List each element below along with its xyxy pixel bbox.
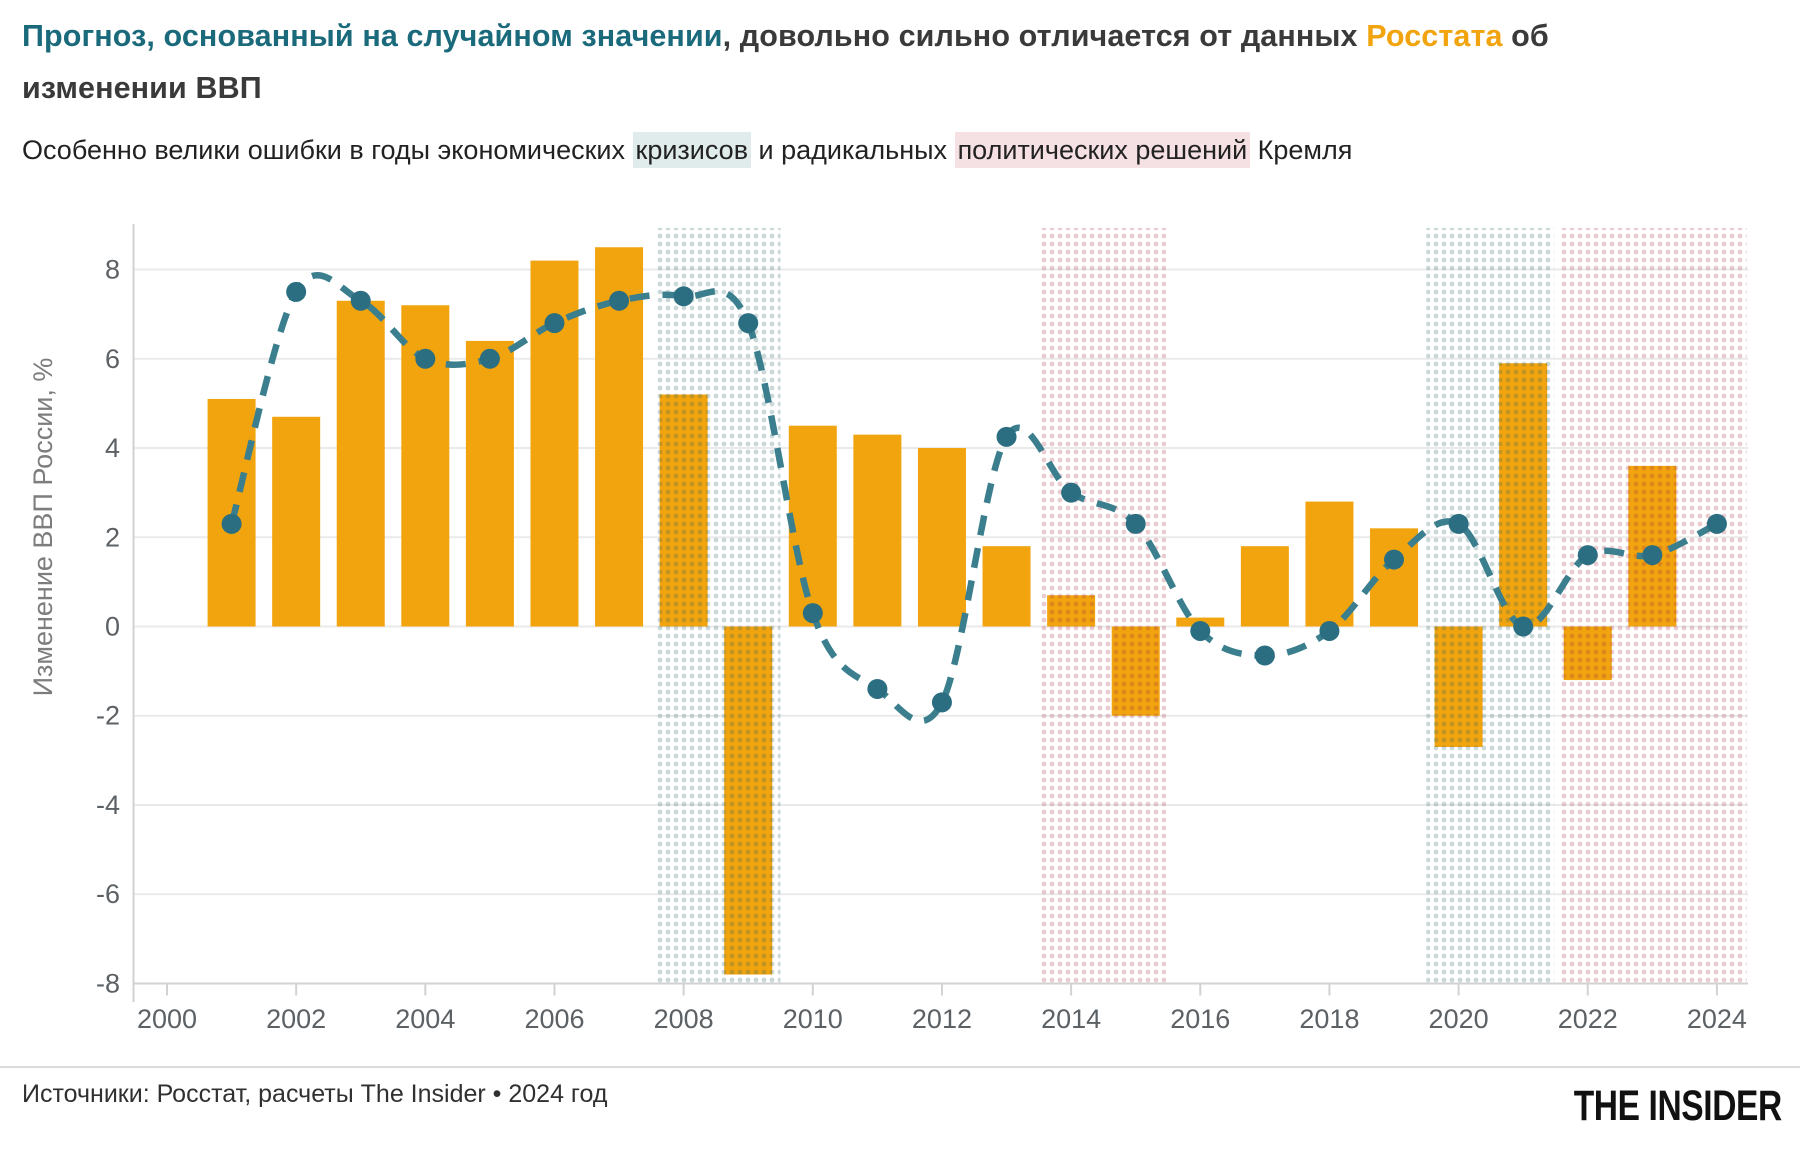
y-tick-label: 2 bbox=[105, 522, 120, 552]
y-axis-title: Изменение ВВП России, % bbox=[28, 358, 58, 697]
y-tick-label: 6 bbox=[105, 344, 120, 374]
y-tick-label: -2 bbox=[96, 701, 120, 731]
forecast-point-2010 bbox=[802, 603, 823, 624]
x-tick-label: 2008 bbox=[654, 1004, 714, 1034]
x-tick-label: 2014 bbox=[1041, 1004, 1101, 1034]
title-segment: Прогноз, основанный на случайном значени… bbox=[22, 19, 723, 53]
politics-band bbox=[1560, 228, 1747, 984]
forecast-point-2020 bbox=[1448, 513, 1469, 534]
x-tick-label: 2016 bbox=[1170, 1004, 1230, 1034]
forecast-point-2017 bbox=[1254, 645, 1275, 666]
subtitle-segment: и радикальных bbox=[751, 135, 955, 165]
forecast-point-2014 bbox=[1061, 482, 1082, 503]
forecast-point-2005 bbox=[479, 348, 500, 369]
forecast-point-2001 bbox=[221, 513, 242, 534]
title-segment: , довольно сильно отличается от данных bbox=[722, 19, 1367, 53]
forecast-point-2011 bbox=[867, 678, 888, 699]
bar-2002 bbox=[272, 416, 321, 627]
footer-divider bbox=[0, 1066, 1800, 1068]
source-note: Источники: Росстат, расчеты The Insider … bbox=[22, 1080, 608, 1108]
forecast-point-2024 bbox=[1706, 513, 1727, 534]
bar-2018 bbox=[1305, 501, 1354, 627]
axis-labels: 8 6 4 2 0 -2 -4 -6 -8 2000 2002 2004 2006 2008 2010 201… bbox=[28, 255, 1747, 1034]
bar-2013 bbox=[982, 546, 1031, 627]
y-tick-label: 0 bbox=[105, 612, 120, 642]
bar-2010 bbox=[788, 425, 837, 627]
x-tick-label: 2002 bbox=[266, 1004, 326, 1034]
y-tick-label: -8 bbox=[96, 968, 120, 998]
chart-header: Прогноз, основанный на случайном значени… bbox=[22, 10, 1582, 170]
event-bands bbox=[654, 228, 1747, 984]
forecast-point-2006 bbox=[544, 313, 565, 334]
y-tick-label: 8 bbox=[105, 255, 120, 285]
forecast-point-2018 bbox=[1319, 620, 1340, 641]
x-tick-label: 2000 bbox=[137, 1004, 197, 1034]
title-segment: Росстата bbox=[1366, 19, 1503, 53]
the-insider-logo: THE INSIDER bbox=[1573, 1082, 1783, 1130]
page-title: Прогноз, основанный на случайном значени… bbox=[22, 10, 1582, 114]
forecast-point-2021 bbox=[1513, 616, 1534, 637]
y-tick-label: 4 bbox=[105, 433, 120, 463]
page-subtitle: Особенно велики ошибки в годы экономичес… bbox=[22, 130, 1582, 170]
crisis-band bbox=[654, 228, 781, 984]
forecast-point-2008 bbox=[673, 286, 694, 307]
forecast-point-2015 bbox=[1125, 513, 1146, 534]
forecast-point-2012 bbox=[931, 692, 952, 713]
forecast-point-2023 bbox=[1642, 545, 1663, 566]
forecast-point-2013 bbox=[996, 426, 1017, 447]
bar-2005 bbox=[465, 340, 514, 627]
y-tick-label: -4 bbox=[96, 790, 120, 820]
x-tick-label: 2024 bbox=[1687, 1004, 1747, 1034]
y-tick-label: -6 bbox=[96, 879, 120, 909]
bar-2011 bbox=[853, 434, 902, 627]
bar-2017 bbox=[1240, 546, 1289, 627]
forecast-point-2016 bbox=[1190, 620, 1211, 641]
x-tick-label: 2020 bbox=[1429, 1004, 1489, 1034]
subtitle-segment: Кремля bbox=[1250, 135, 1353, 165]
forecast-point-2007 bbox=[609, 290, 630, 311]
forecast-point-2019 bbox=[1384, 549, 1405, 570]
x-tick-label: 2022 bbox=[1558, 1004, 1618, 1034]
subtitle-segment: Особенно велики ошибки в годы экономичес… bbox=[22, 135, 633, 165]
forecast-point-2004 bbox=[415, 348, 436, 369]
bar-2003 bbox=[336, 300, 385, 627]
x-tick-label: 2006 bbox=[524, 1004, 584, 1034]
x-tick-label: 2012 bbox=[912, 1004, 972, 1034]
x-tick-label: 2010 bbox=[783, 1004, 843, 1034]
politics-band bbox=[1038, 228, 1167, 984]
forecast-point-2003 bbox=[350, 290, 371, 311]
forecast-point-2022 bbox=[1577, 545, 1598, 566]
forecast-point-2009 bbox=[738, 313, 759, 334]
subtitle-highlight: политических решений bbox=[954, 132, 1251, 168]
forecast-line bbox=[221, 272, 1727, 724]
title-segment: об изменении ВВП bbox=[22, 19, 1549, 105]
subtitle-highlight: кризисов bbox=[632, 132, 752, 168]
crisis-band bbox=[1426, 228, 1555, 984]
bar-2012 bbox=[917, 448, 966, 627]
x-tick-label: 2018 bbox=[1299, 1004, 1359, 1034]
x-tick-label: 2004 bbox=[395, 1004, 455, 1034]
forecast-point-2002 bbox=[286, 281, 307, 302]
